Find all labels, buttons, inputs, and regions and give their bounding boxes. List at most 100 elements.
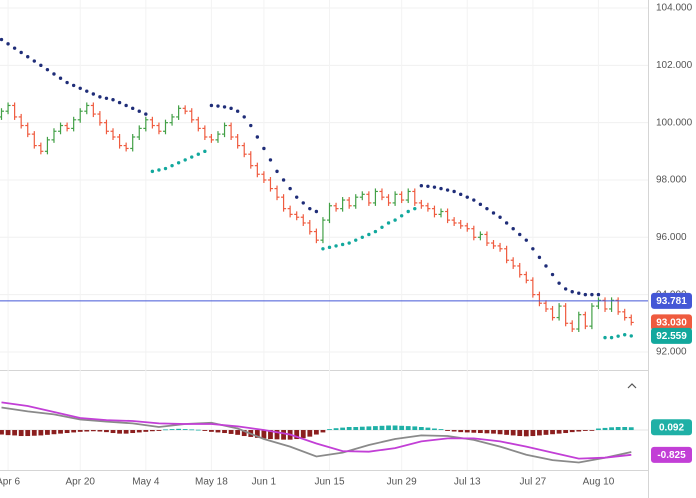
sar-dot bbox=[85, 89, 89, 93]
sar-dot bbox=[518, 232, 522, 237]
histogram-bar bbox=[18, 430, 24, 437]
histogram-bar bbox=[313, 430, 319, 435]
ohlc-bar bbox=[615, 297, 621, 315]
value-badge bbox=[651, 446, 692, 463]
ohlc-bar bbox=[464, 222, 470, 232]
ohlc-bar bbox=[110, 128, 116, 140]
ohlc-bar bbox=[84, 102, 90, 115]
ohlc-bar bbox=[267, 176, 273, 192]
sar-dot bbox=[570, 290, 574, 294]
histogram-bar bbox=[97, 430, 103, 432]
ohlc-bar bbox=[628, 314, 634, 326]
sar-dot bbox=[426, 184, 430, 188]
y-tick-label: 100.000 bbox=[656, 117, 693, 128]
sar-dot bbox=[275, 169, 279, 174]
ohlc-bar bbox=[97, 111, 103, 126]
histogram-bar bbox=[432, 428, 437, 431]
sar-dot bbox=[249, 123, 253, 128]
histogram-bar bbox=[51, 430, 57, 435]
histogram-bar bbox=[510, 430, 516, 436]
ohlc-bar bbox=[346, 197, 352, 209]
sar-dot bbox=[583, 292, 588, 297]
histogram-bar bbox=[84, 430, 90, 432]
histogram-bar bbox=[523, 430, 529, 437]
ohlc-bar bbox=[366, 191, 372, 206]
y-tick-label: 102.000 bbox=[656, 60, 693, 71]
sar-dot bbox=[478, 202, 483, 207]
y-tick-label: 98.000 bbox=[656, 175, 687, 186]
histogram-bar bbox=[373, 426, 378, 431]
value-badge-label: 93.781 bbox=[656, 296, 687, 307]
histogram-bar bbox=[149, 430, 155, 432]
sar-dot bbox=[544, 264, 548, 268]
sar-dot bbox=[321, 247, 325, 251]
histogram-bar bbox=[386, 425, 391, 431]
value-badge-label: 92.559 bbox=[656, 331, 687, 342]
macd-line bbox=[1, 406, 632, 464]
sar-dot bbox=[485, 206, 489, 211]
histogram-bar bbox=[556, 430, 562, 434]
ohlc-bar bbox=[550, 305, 556, 321]
ohlc-bar bbox=[418, 199, 424, 209]
ohlc-bar bbox=[372, 188, 378, 206]
histogram-bar bbox=[136, 430, 142, 433]
x-tick-label: Jun 29 bbox=[387, 477, 417, 488]
histogram-bar bbox=[327, 429, 332, 431]
histogram-bar bbox=[209, 430, 214, 432]
sar-dot bbox=[229, 106, 233, 111]
histogram-bar bbox=[628, 427, 634, 431]
histogram-bar bbox=[0, 430, 4, 435]
ohlc-bar bbox=[379, 188, 385, 201]
sar-dot bbox=[98, 95, 102, 99]
ohlc-bar bbox=[241, 142, 247, 158]
sar-dot bbox=[386, 221, 391, 225]
histogram-bar bbox=[228, 430, 234, 434]
collapse-icon[interactable] bbox=[627, 383, 637, 389]
histogram-bar bbox=[379, 425, 385, 431]
histogram-bar bbox=[90, 430, 96, 432]
sar-dot bbox=[511, 227, 515, 231]
histogram-bar bbox=[576, 430, 582, 432]
histogram-bar bbox=[195, 429, 201, 431]
histogram-bar bbox=[405, 426, 411, 431]
histogram-bar bbox=[353, 427, 359, 431]
ohlc-bar bbox=[353, 194, 359, 209]
sar-dot bbox=[131, 106, 135, 111]
sar-dot bbox=[603, 335, 607, 340]
histogram-bar bbox=[202, 430, 208, 431]
sar-dot bbox=[472, 198, 476, 202]
sar-dot bbox=[288, 186, 292, 191]
ohlc-bar bbox=[294, 211, 300, 221]
ohlc-bar bbox=[123, 142, 129, 152]
ohlc-bar bbox=[31, 131, 37, 149]
histogram-bar bbox=[163, 429, 168, 431]
sar-dot bbox=[255, 135, 260, 139]
histogram-bar bbox=[412, 426, 418, 431]
ohlc-bar bbox=[274, 185, 280, 201]
ohlc-bar bbox=[64, 122, 70, 132]
ohlc-bar bbox=[51, 128, 57, 143]
sar-dot bbox=[39, 63, 43, 68]
ohlc-bar bbox=[300, 214, 306, 226]
ohlc-bar bbox=[254, 162, 260, 178]
sar-dot bbox=[419, 184, 424, 188]
histogram-bar bbox=[333, 428, 339, 431]
histogram-bar bbox=[300, 430, 306, 439]
sar-dot bbox=[406, 209, 410, 214]
sar-dot bbox=[170, 163, 174, 168]
histogram-bar bbox=[261, 430, 267, 439]
histogram-bar bbox=[537, 430, 542, 436]
value-badge bbox=[651, 327, 692, 344]
sar-dot bbox=[314, 209, 319, 214]
ohlc-bar bbox=[287, 205, 293, 218]
histogram-bar bbox=[215, 430, 221, 433]
ohlc-bar bbox=[582, 311, 588, 330]
sar-dot bbox=[524, 238, 528, 242]
histogram-bar bbox=[241, 430, 247, 437]
y-tick-label: 92.000 bbox=[656, 347, 687, 358]
sar-dot bbox=[117, 100, 122, 105]
histogram-bar bbox=[143, 430, 149, 432]
histogram-bar bbox=[130, 430, 136, 434]
histogram-bar bbox=[307, 430, 313, 437]
x-tick-label: May 18 bbox=[195, 477, 228, 488]
